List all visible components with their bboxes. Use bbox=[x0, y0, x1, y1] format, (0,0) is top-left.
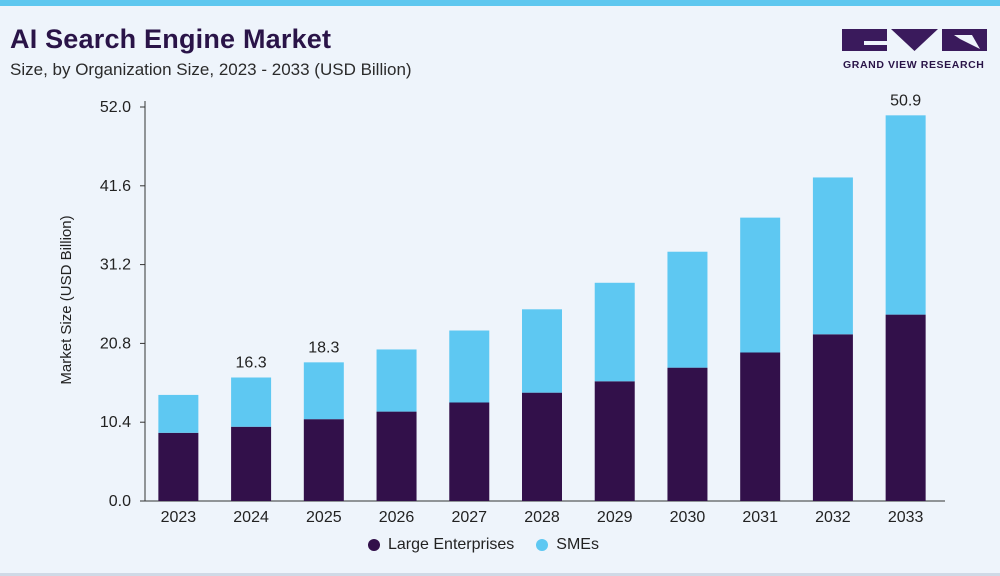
y-tick-label: 20.8 bbox=[100, 335, 131, 352]
y-tick-label: 31.2 bbox=[100, 257, 131, 274]
chart-legend: Large Enterprises SMEs bbox=[368, 536, 621, 554]
bar-large-enterprises bbox=[740, 352, 781, 501]
legend-item-large-enterprises: Large Enterprises bbox=[368, 536, 514, 554]
bar-large-enterprises bbox=[594, 381, 635, 501]
bar-smes bbox=[303, 362, 344, 420]
y-tick-label: 10.4 bbox=[100, 414, 131, 431]
x-tick-label: 2023 bbox=[161, 509, 197, 526]
total-labels: 16.3 18.3 50.9 bbox=[236, 92, 922, 371]
grand-view-research-logo bbox=[842, 29, 987, 51]
bar-large-enterprises bbox=[667, 367, 708, 501]
bar-smes bbox=[812, 177, 853, 335]
legend-swatch-smes bbox=[536, 539, 549, 551]
bottom-border bbox=[0, 573, 1000, 576]
x-tick-label: 2028 bbox=[524, 509, 560, 526]
bar-smes bbox=[594, 282, 635, 382]
x-tick-label: 2026 bbox=[379, 509, 415, 526]
y-tick-label: 41.6 bbox=[100, 178, 131, 195]
legend-label-smes: SMEs bbox=[556, 536, 599, 553]
chart-subtitle: Size, by Organization Size, 2023 - 2033 … bbox=[10, 60, 412, 79]
bar-large-enterprises bbox=[449, 402, 490, 501]
bar-large-enterprises bbox=[303, 419, 344, 501]
bar-large-enterprises bbox=[812, 334, 853, 501]
stacked-bar-chart: 0.0 10.4 20.8 31.2 41.6 52.0 2023 2024 2025 2026… bbox=[58, 92, 945, 526]
bar-series bbox=[158, 115, 926, 501]
legend-item-smes: SMEs bbox=[536, 536, 599, 554]
bar-smes bbox=[449, 330, 490, 403]
bar-smes bbox=[522, 309, 562, 393]
x-tick-label: 2024 bbox=[233, 509, 269, 526]
bar-smes bbox=[376, 349, 417, 412]
x-tick-label: 2031 bbox=[742, 509, 778, 526]
legend-label-large-enterprises: Large Enterprises bbox=[388, 536, 515, 553]
bar-large-enterprises bbox=[231, 426, 272, 501]
y-axis-title: Market Size (USD Billion) bbox=[58, 215, 75, 384]
x-tick-label: 2033 bbox=[888, 509, 924, 526]
y-tick-label: 52.0 bbox=[100, 99, 131, 116]
bar-large-enterprises bbox=[158, 432, 199, 501]
legend-swatch-large-enterprises bbox=[368, 539, 380, 551]
top-accent-bar bbox=[0, 0, 1000, 6]
bar-smes bbox=[885, 115, 926, 315]
x-tick-label: 2029 bbox=[597, 509, 633, 526]
x-tick-label: 2025 bbox=[306, 509, 342, 526]
bar-smes bbox=[740, 217, 781, 353]
bar-smes bbox=[667, 251, 708, 368]
total-value-label: 50.9 bbox=[890, 92, 921, 109]
bar-large-enterprises bbox=[885, 314, 926, 501]
x-tick-label: 2027 bbox=[451, 509, 487, 526]
bar-large-enterprises bbox=[522, 392, 562, 501]
logo-wordmark: GRAND VIEW RESEARCH bbox=[843, 59, 985, 71]
bar-large-enterprises bbox=[376, 411, 417, 501]
x-axis: 2023 2024 2025 2026 2027 2028 2029 2030 2031 2032… bbox=[145, 500, 945, 526]
bar-smes bbox=[158, 394, 199, 433]
total-value-label: 18.3 bbox=[308, 339, 339, 356]
chart-title: AI Search Engine Market bbox=[10, 24, 332, 54]
y-axis: 0.0 10.4 20.8 31.2 41.6 52.0 bbox=[100, 99, 146, 510]
x-tick-label: 2032 bbox=[815, 509, 851, 526]
y-tick-label: 0.0 bbox=[109, 493, 131, 510]
bar-smes bbox=[231, 377, 272, 427]
x-tick-label: 2030 bbox=[670, 509, 706, 526]
total-value-label: 16.3 bbox=[236, 354, 267, 371]
